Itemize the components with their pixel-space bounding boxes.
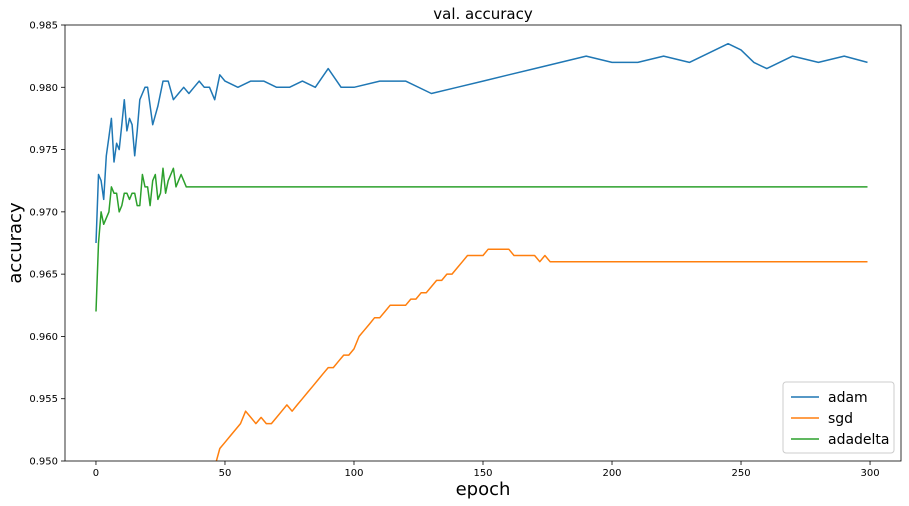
x-tick-label: 0 bbox=[93, 468, 99, 479]
chart-title: val. accuracy bbox=[433, 5, 533, 23]
x-tick-label: 200 bbox=[602, 468, 621, 479]
legend: adam sgd adadelta bbox=[782, 381, 895, 454]
y-axis: 0.950 0.955 0.960 0.965 0.970 0.975 0.980 0.985 bbox=[29, 21, 65, 468]
x-tick-label: 150 bbox=[473, 468, 492, 479]
x-axis: 0 50 100 150 200 250 300 bbox=[93, 461, 880, 479]
series-line-adam bbox=[95, 42, 868, 244]
y-tick-label: 0.975 bbox=[29, 145, 58, 156]
legend-label-sgd: sgd bbox=[828, 411, 853, 427]
y-tick-label: 0.985 bbox=[29, 21, 58, 32]
x-tick-label: 250 bbox=[731, 468, 750, 479]
series-layer bbox=[95, 42, 868, 461]
series-line-sgd bbox=[215, 248, 868, 461]
legend-label-adam: adam bbox=[828, 390, 868, 406]
y-axis-title: accuracy bbox=[5, 202, 26, 284]
x-axis-title: epoch bbox=[456, 479, 511, 500]
legend-box bbox=[782, 381, 895, 454]
y-tick-label: 0.965 bbox=[29, 270, 58, 281]
x-tick-label: 100 bbox=[344, 468, 363, 479]
y-tick-label: 0.950 bbox=[29, 457, 58, 468]
y-tick-label: 0.980 bbox=[29, 83, 58, 94]
y-tick-label: 0.955 bbox=[29, 394, 58, 405]
y-tick-label: 0.970 bbox=[29, 207, 58, 218]
x-tick-label: 300 bbox=[860, 468, 879, 479]
x-tick-label: 50 bbox=[219, 468, 232, 479]
y-tick-label: 0.960 bbox=[29, 332, 58, 343]
legend-label-adadelta: adadelta bbox=[828, 432, 890, 448]
series-line-adadelta bbox=[95, 167, 868, 312]
